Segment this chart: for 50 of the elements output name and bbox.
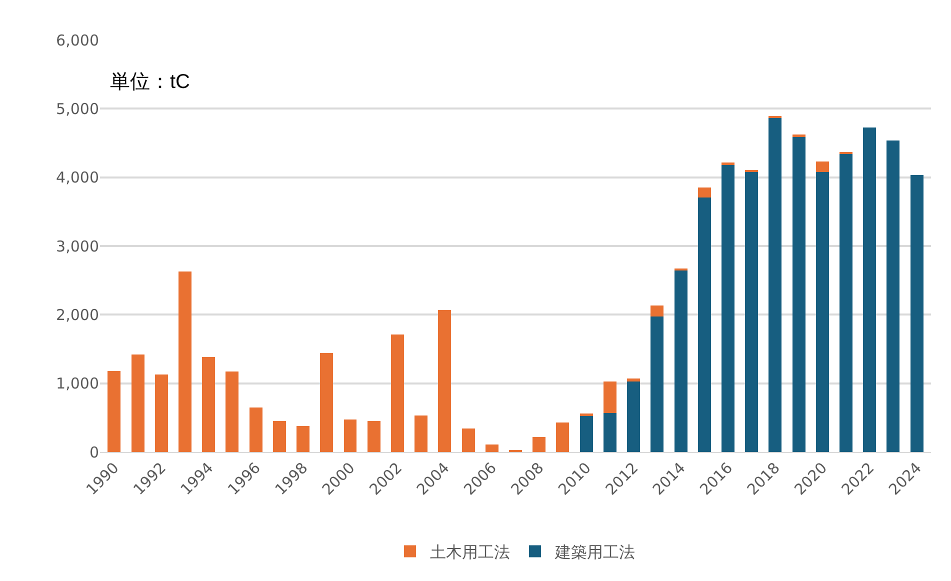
bar — [674, 270, 688, 452]
y-tick-label: 0 — [89, 443, 99, 462]
legend-label: 土木用工法 — [430, 542, 510, 562]
bar — [816, 172, 829, 452]
bar — [154, 374, 168, 452]
bar — [108, 370, 121, 452]
bar — [556, 422, 570, 452]
bar — [320, 353, 334, 452]
bar — [863, 128, 876, 452]
bar — [178, 271, 192, 452]
bar — [650, 306, 664, 316]
bar — [462, 428, 475, 452]
bar — [698, 188, 711, 198]
y-tick-label: 5,000 — [56, 100, 99, 118]
y-tick-label: 4,000 — [56, 168, 99, 187]
bar — [627, 378, 640, 382]
bar — [745, 172, 758, 452]
bar — [226, 372, 239, 452]
bar — [603, 381, 616, 413]
bar — [721, 164, 734, 452]
bar — [131, 354, 144, 452]
bar — [367, 420, 380, 452]
bar — [627, 381, 640, 452]
bar — [792, 134, 806, 137]
bar — [816, 162, 829, 172]
bar — [414, 415, 428, 452]
y-tick-label: 3,000 — [56, 237, 99, 256]
bar — [485, 444, 498, 452]
bar — [344, 419, 357, 452]
bar — [603, 412, 616, 452]
bar — [840, 153, 852, 452]
bar — [698, 197, 711, 452]
bar — [202, 357, 216, 452]
bar — [438, 310, 452, 452]
bar — [390, 334, 404, 452]
bar — [768, 118, 782, 452]
y-tick-label: 1,000 — [56, 374, 99, 393]
bar — [272, 420, 286, 452]
bar — [910, 174, 924, 452]
bar — [792, 136, 806, 452]
bar — [296, 426, 310, 452]
bar — [249, 408, 262, 452]
bar — [580, 415, 593, 452]
y-tick-label: 2,000 — [56, 306, 99, 324]
y-tick-label: 6,000 — [56, 31, 99, 50]
legend-label: 建築用工法 — [554, 542, 635, 562]
annotation: 単位：tC — [110, 71, 190, 93]
bar — [532, 436, 546, 452]
bar — [886, 140, 900, 452]
bar — [650, 316, 664, 452]
